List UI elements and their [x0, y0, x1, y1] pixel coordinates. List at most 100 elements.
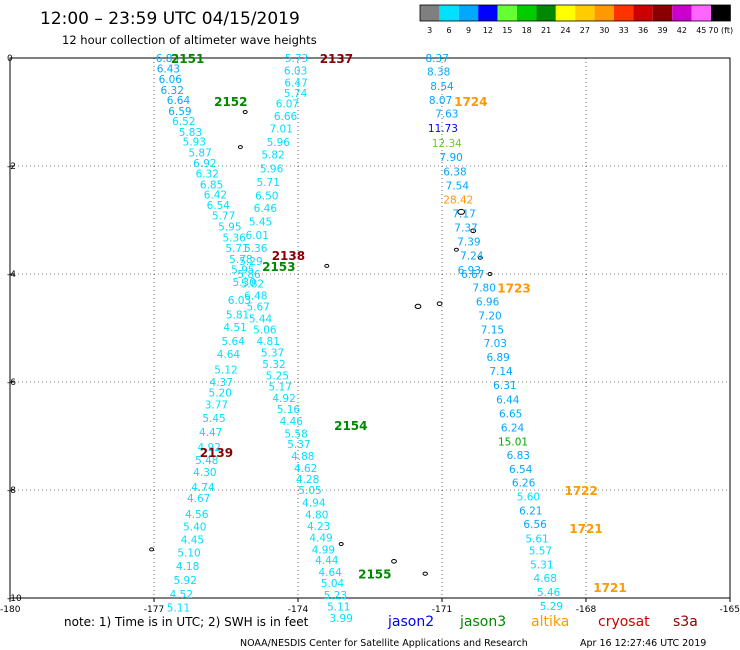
swh-value: 6.83	[156, 53, 179, 65]
pass-label: 2154	[334, 419, 367, 433]
pass-label: 2137	[320, 52, 353, 66]
pass-label: 1721	[593, 581, 626, 595]
swh-value: 4.67	[187, 493, 210, 505]
swh-value: 6.89	[486, 352, 509, 364]
swh-value: 6.67	[461, 269, 484, 281]
island-outline	[457, 208, 466, 215]
swh-value: 7.24	[460, 251, 484, 263]
scale-swatch	[458, 5, 479, 21]
swh-value: 4.56	[185, 509, 209, 521]
swh-value: 5.96	[267, 137, 291, 149]
lat-tick-label: 0	[7, 54, 13, 64]
lon-tick-label: -177	[144, 605, 164, 615]
swh-value: 6.43	[157, 63, 180, 75]
island-outline	[422, 571, 428, 576]
pass-label: 2151	[171, 52, 204, 66]
swh-value: 8.38	[427, 67, 450, 79]
pass-label: 2152	[214, 95, 247, 109]
swh-value: 5.58	[284, 428, 307, 440]
swh-value: 5.36	[222, 232, 246, 244]
pass-label: 2153	[262, 260, 295, 274]
scale-label: 39	[657, 26, 667, 35]
scale-swatch	[555, 5, 576, 21]
swh-value: 6.64	[167, 95, 191, 107]
pass-label: 2139	[200, 446, 233, 460]
swh-value: 7.01	[270, 124, 293, 136]
swh-value: 6.01	[246, 230, 269, 242]
swh-value: 6.07	[276, 98, 299, 110]
swh-value: 4.80	[305, 509, 328, 521]
swh-value: 8.54	[430, 81, 454, 93]
swh-value: 5.46	[537, 587, 561, 599]
scale-swatch	[672, 5, 692, 21]
map-note: note: 1) Time is in UTC; 2) SWH is in fe…	[64, 615, 309, 629]
swh-value: 7.17	[452, 209, 475, 221]
swh-value: 6.21	[519, 506, 542, 518]
swh-value: 6.52	[172, 116, 195, 128]
scale-label: 18	[522, 26, 532, 35]
lon-tick-label: -165	[720, 605, 740, 615]
pass-label: 1721	[569, 522, 602, 536]
swh-value: 5.87	[188, 148, 211, 160]
swh-value: 5.12	[214, 365, 237, 377]
swh-value: 5.40	[183, 522, 206, 534]
scale-swatch	[575, 5, 595, 21]
swh-value: 4.51	[223, 322, 246, 334]
swh-value: 5.82	[261, 150, 284, 162]
swh-value: 5.64	[222, 336, 246, 348]
swh-value: 5.74	[284, 88, 308, 100]
swh-value: 5.48	[195, 455, 218, 467]
island-outline	[237, 145, 243, 150]
swh-value: 8.37	[426, 53, 449, 65]
swh-value: 3.99	[330, 613, 353, 625]
swh-value: 7.54	[446, 180, 470, 192]
swh-value: 6.66	[274, 111, 298, 123]
scale-label: 70 (ft)	[708, 26, 733, 35]
swh-value: 5.11	[327, 602, 350, 614]
swh-value: 6.48	[244, 291, 267, 303]
scale-swatch	[594, 5, 614, 21]
scale-label: 15	[502, 26, 512, 35]
scale-label: 27	[580, 26, 590, 35]
scale-swatch	[536, 5, 556, 21]
swh-value: 7.63	[435, 109, 458, 121]
island-outline	[242, 110, 248, 114]
scale-label: 12	[483, 26, 493, 35]
lon-tick-label: -168	[576, 605, 597, 615]
swh-value: 4.46	[280, 416, 304, 428]
swh-value: 5.23	[324, 590, 347, 602]
axis-ticks: -180 -177 -174 -171 -168 -165 0 -2 -4 -6 -8 -10	[0, 54, 740, 615]
swh-value: 6.54	[207, 200, 231, 212]
swh-value: 5.37	[287, 439, 310, 451]
swh-value: 6.03	[228, 295, 251, 307]
swh-value: 4.64	[318, 567, 342, 579]
lat-tick-label: -8	[7, 486, 16, 496]
swh-value: 5.71	[257, 177, 280, 189]
swh-value: 5.77	[212, 211, 235, 223]
swh-value: 5.78	[229, 254, 252, 266]
scale-swatch	[439, 5, 459, 21]
swh-value: 5.92	[174, 575, 197, 587]
islands-layer	[149, 110, 493, 576]
swh-value: 5.20	[209, 387, 232, 399]
pass-label: 2155	[358, 568, 391, 582]
legend-jason2: jason2	[387, 614, 434, 630]
island-outline	[487, 272, 493, 276]
swh-value: 7.39	[457, 237, 480, 249]
scale-label: 36	[638, 26, 648, 35]
swh-value: 4.23	[307, 521, 330, 533]
swh-value: 8.07	[429, 95, 452, 107]
swh-value: 6.42	[204, 190, 227, 202]
map-subtitle: 12 hour collection of altimeter wave hei…	[62, 33, 317, 47]
pass-label: 1722	[564, 484, 597, 498]
scale-swatch	[633, 5, 653, 21]
swh-value: 6.03	[284, 65, 307, 77]
swh-value: 6.93	[458, 265, 481, 277]
scale-swatch	[711, 5, 731, 21]
island-outline	[453, 247, 459, 252]
swh-value: 7.14	[489, 366, 513, 378]
lon-tick-label: -180	[0, 605, 21, 615]
legend-cryosat: cryosat	[598, 614, 650, 630]
wave-height-values: 6.836.436.066.326.646.596.525.835.935.87…	[156, 53, 563, 625]
scale-label: 33	[619, 26, 629, 35]
